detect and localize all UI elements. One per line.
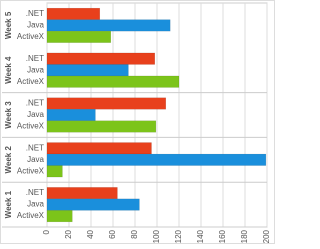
series-label: Java [27,110,44,119]
bar [46,75,180,88]
x-tick-label: 100 [152,229,161,243]
bar [46,30,112,43]
x-tick-label: 160 [218,229,227,243]
bar [46,120,157,133]
series-label: ActiveX [17,32,45,41]
category-label: Week 5 [4,11,13,39]
series-label: .NET [26,9,44,18]
series-label: ActiveX [17,166,45,175]
bar [46,52,156,65]
x-tick-label: 60 [108,229,117,238]
bar [46,187,118,200]
bar [46,19,171,32]
series-label: ActiveX [17,211,45,220]
page: {"chart_data": {"type": "hbar", "categor… [0,0,275,244]
category-label: Week 1 [4,190,13,218]
series-label: .NET [26,54,44,63]
bar [46,210,73,223]
x-tick-label: 140 [196,229,205,243]
x-tick-label: 40 [86,229,95,238]
series-label: .NET [26,188,44,197]
bar [46,7,101,20]
series-label: Java [27,155,44,164]
series-label: Java [27,65,44,74]
bar [46,153,267,166]
series-label: ActiveX [17,77,45,86]
chart: 0 20 40 60 80 100 120 140 160 180 200 Week 1 .NET Jav… [0,0,275,244]
bar [46,165,63,178]
series-label: ActiveX [17,122,45,131]
series-label: .NET [26,99,44,108]
category-label: Week 3 [4,101,13,129]
category-label: Week 2 [4,146,13,174]
series-label: Java [27,200,44,209]
series-label: .NET [26,143,44,152]
x-tick-label: 0 [42,229,51,234]
category-label: Week 4 [4,56,13,84]
bar [46,198,140,211]
series-label: Java [27,21,44,30]
x-tick-label: 120 [174,229,183,243]
x-tick-label: 80 [130,229,139,238]
bar [46,109,96,121]
bar [46,64,129,77]
x-tick-label: 20 [64,229,73,238]
x-tick-label: 180 [240,229,249,243]
bar [46,97,167,110]
x-tick-label: 200 [262,229,271,243]
bar [46,142,152,155]
